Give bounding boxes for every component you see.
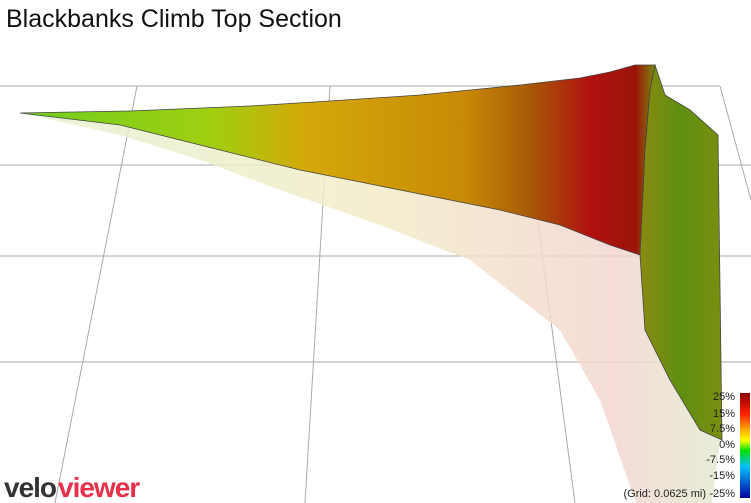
- logo: velo viewer: [4, 472, 141, 503]
- profile-shadow: [20, 113, 720, 503]
- logo-part1: velo: [4, 472, 57, 503]
- profile-side: [639, 63, 723, 441]
- legend-color-scale: [740, 393, 750, 498]
- legend-label: -15%: [709, 470, 735, 482]
- title: Blackbanks Climb Top Section: [6, 5, 342, 33]
- legend-label: -25%: [709, 488, 735, 500]
- legend-label: 0%: [719, 439, 735, 451]
- legend: 25% 15% 7.5% 0% -7.5% -15% -25%(Grid: 0.0625 m…: [623, 391, 735, 500]
- legend-label: 25%: [713, 391, 735, 403]
- logo-part2: viewer: [58, 472, 140, 503]
- legend-label: 15%: [713, 408, 735, 420]
- grid-note: (Grid: 0.0625 mi): [623, 488, 706, 500]
- legend-label: 7.5%: [710, 423, 735, 435]
- legend-label: -7.5%: [706, 454, 735, 466]
